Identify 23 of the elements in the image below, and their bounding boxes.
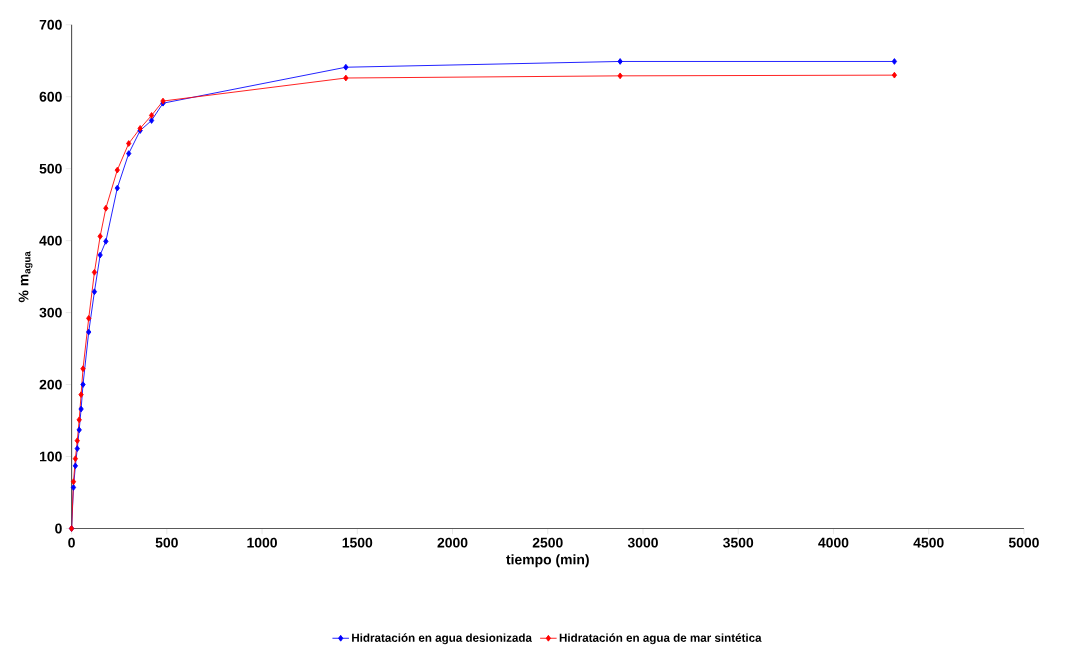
x-tick-label: 4500: [913, 537, 944, 548]
y-tick-label: 700: [39, 19, 62, 30]
x-tick-label: 5000: [1008, 537, 1039, 548]
x-tick-label: 0: [68, 537, 75, 548]
legend-label: Hidratación en agua desionizada: [352, 633, 533, 645]
x-tick-label: 1500: [342, 537, 373, 548]
x-tick-label: 2500: [532, 537, 563, 548]
x-tick-label: 4000: [818, 537, 849, 548]
y-tick-label: 300: [39, 307, 62, 318]
legend-label: Hidratación en agua de mar sintética: [559, 633, 762, 645]
x-tick-label: 3500: [723, 537, 754, 548]
y-tick-label: 600: [39, 91, 62, 102]
y-axis-title: % m$_{agua}$: [18, 251, 33, 303]
y-tick-label: 100: [39, 451, 62, 462]
x-tick-label: 500: [155, 537, 178, 548]
x-tick-label: 2000: [437, 537, 468, 548]
y-tick-label: 200: [39, 379, 62, 390]
x-axis-title: tiempo (min): [506, 554, 589, 568]
x-tick-label: 1000: [247, 537, 277, 548]
y-tick-label: 0: [55, 523, 62, 534]
y-tick-label: 400: [39, 235, 62, 246]
y-tick-label: 500: [39, 163, 62, 174]
x-tick-label: 3000: [627, 537, 658, 548]
